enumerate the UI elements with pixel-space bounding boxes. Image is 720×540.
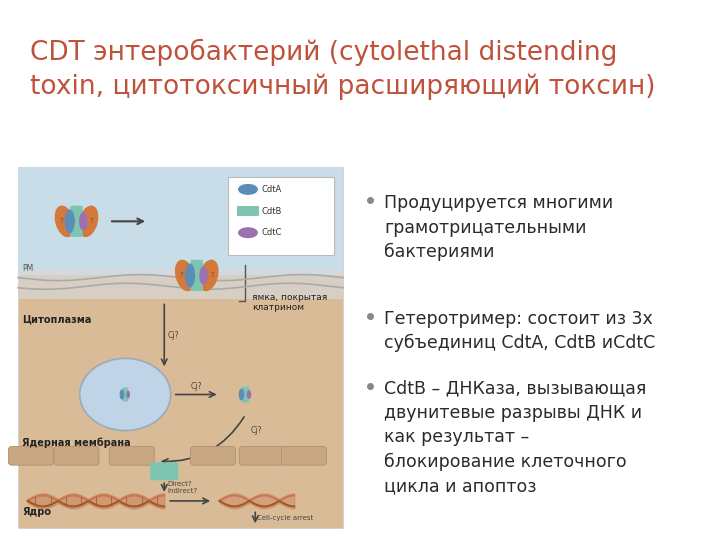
Ellipse shape: [126, 391, 130, 399]
Ellipse shape: [238, 184, 258, 195]
Bar: [18, 269, 343, 299]
FancyBboxPatch shape: [191, 447, 235, 465]
FancyBboxPatch shape: [18, 167, 343, 528]
Ellipse shape: [120, 389, 125, 400]
Text: ?: ?: [210, 273, 214, 279]
Text: Цитоплазма: Цитоплазма: [22, 314, 91, 325]
FancyBboxPatch shape: [122, 388, 128, 401]
FancyBboxPatch shape: [282, 447, 326, 465]
Ellipse shape: [80, 359, 171, 430]
Text: Cell-cycle arrest: Cell-cycle arrest: [257, 515, 313, 521]
Text: PM: PM: [22, 265, 33, 273]
Text: CDT энтеробактерий (cytolethal distending
toxin, цитотоксичный расширяющий токси: CDT энтеробактерий (cytolethal distendin…: [30, 39, 655, 100]
Text: Cj?: Cj?: [190, 382, 202, 392]
Ellipse shape: [65, 210, 75, 233]
Ellipse shape: [79, 212, 88, 231]
Text: CdtB: CdtB: [262, 206, 282, 215]
Ellipse shape: [175, 260, 195, 291]
Text: CdtA: CdtA: [262, 185, 282, 194]
Ellipse shape: [238, 227, 258, 238]
Text: ?: ?: [90, 218, 94, 224]
FancyBboxPatch shape: [9, 447, 53, 465]
Text: CdtB – ДНКаза, вызывающая
двунитевые разрывы ДНК и
как результат –
блокирование : CdtB – ДНКаза, вызывающая двунитевые раз…: [384, 380, 647, 495]
Ellipse shape: [55, 206, 75, 237]
Text: CdtC: CdtC: [262, 228, 282, 237]
Text: ?: ?: [179, 273, 184, 279]
FancyBboxPatch shape: [191, 260, 203, 291]
Text: Продуцируется многими
грамотрицательными
бактериями: Продуцируется многими грамотрицательными…: [384, 194, 613, 261]
FancyBboxPatch shape: [228, 177, 334, 255]
Text: Ядро: Ядро: [22, 507, 51, 517]
FancyBboxPatch shape: [54, 447, 99, 465]
Text: Cj?: Cj?: [167, 331, 179, 340]
Text: Direct?
Indirect?: Direct? Indirect?: [167, 481, 197, 494]
Ellipse shape: [247, 390, 251, 399]
FancyBboxPatch shape: [71, 206, 83, 237]
Text: Cj?: Cj?: [251, 426, 262, 435]
Ellipse shape: [78, 206, 99, 237]
Text: ямка, покрытая
клатрином: ямка, покрытая клатрином: [252, 293, 328, 312]
Text: Гетеротример: состоит из 3х
субъединиц CdtA, CdtB иCdtC: Гетеротример: состоит из 3х субъединиц C…: [384, 309, 655, 352]
Ellipse shape: [239, 388, 244, 401]
Text: Ядерная мембрана: Ядерная мембрана: [22, 437, 130, 448]
FancyBboxPatch shape: [237, 206, 259, 216]
Ellipse shape: [199, 266, 208, 285]
Ellipse shape: [185, 264, 195, 287]
FancyBboxPatch shape: [239, 447, 284, 465]
FancyBboxPatch shape: [109, 447, 154, 465]
FancyBboxPatch shape: [242, 387, 249, 402]
Bar: [18, 167, 343, 275]
Ellipse shape: [199, 260, 219, 291]
FancyBboxPatch shape: [150, 462, 179, 480]
Text: ?: ?: [59, 218, 63, 224]
